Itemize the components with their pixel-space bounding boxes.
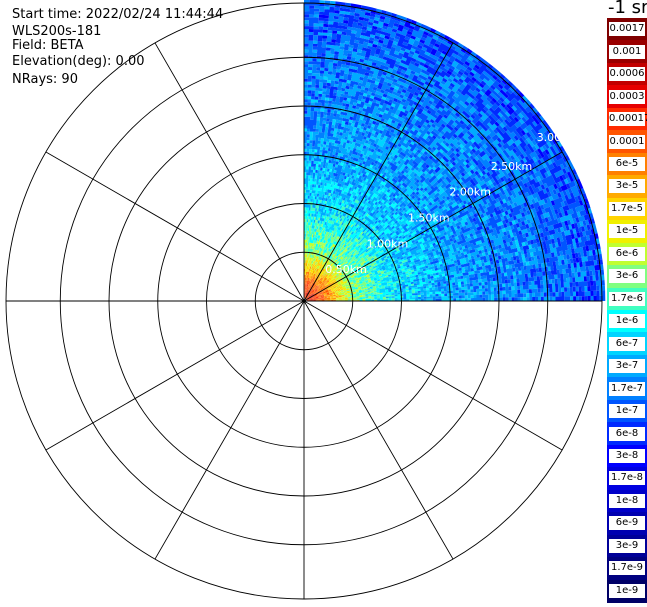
instrument-label: WLS200s-181 [12,24,102,39]
beta-cells [304,254,351,301]
range-ring-label: 1.50km [408,212,450,225]
colorbar-tick-label: 1e-5 [609,224,645,239]
colorbar-tick-label: 1.7e-8 [609,471,645,486]
azimuth-spoke [303,300,454,560]
elevation-label: Elevation(deg): 0.00 [12,54,145,69]
colorbar-title: -1 sr [608,0,647,18]
colorbar-tick-label: 6e-9 [609,516,645,531]
beta-cells [304,266,339,301]
beta-cells [304,277,328,301]
colorbar-tick-label: 3e-7 [609,359,645,374]
beta-cells [304,245,360,301]
colorbar-tick-label: 6e-8 [609,426,645,441]
colorbar-tick-label: 0.0017 [609,22,645,37]
colorbar-tick-label: 0.0006 [609,67,645,82]
nrays-label: NRays: 90 [12,72,78,87]
colorbar-tick-label: 1e-8 [609,493,645,508]
colorbar: 0.0017 0.001 0.0006 0.0003 0.00017 0.0001 6e-5… [607,18,647,603]
start-time-label: Start time: 2022/02/24 11:44:44 [12,7,224,22]
colorbar-tick-label: 0.00017 [609,112,647,127]
beta-cells [304,0,605,301]
colorbar-tick-label: 1.7e-7 [609,381,645,396]
range-ring-label: 0.50km [325,263,367,276]
range-ring-label: 2.00km [449,186,491,199]
beta-cells [304,149,462,301]
beta-cells [304,189,421,301]
colorbar-tick-label: 0.0003 [609,89,645,104]
beta-cells [304,281,324,301]
azimuth-spoke [303,300,563,451]
colorbar-tick-label: 3e-9 [609,538,645,553]
colorbar-tick-label: 1.7e-6 [609,291,645,306]
polar-grid-layer [5,2,603,600]
colorbar-tick-label: 1.7e-5 [609,201,645,216]
azimuth-spoke [154,300,305,560]
colorbar-tick-label: 1e-6 [609,314,645,329]
colorbar-tick-label: 6e-5 [609,157,645,171]
field-label: Field: BETA [12,38,84,53]
colorbar-tick-label: 6e-7 [609,336,645,351]
range-ring-label: 1.00km [367,237,409,250]
azimuth-spoke [303,151,563,302]
range-ring-label: 3.00km [537,131,579,144]
colorbar-tick-label: 3e-6 [609,269,645,284]
azimuth-spoke [303,42,454,302]
beta-cells [304,0,606,301]
colorbar-tick-label: 0.0001 [609,134,645,149]
beta-cells [304,271,334,301]
beta-cells [304,0,606,301]
azimuth-spoke [154,42,305,302]
beta-cells [304,260,345,301]
beta-cells [304,216,389,301]
beta-cells [304,1,603,302]
colorbar-tick-label: 1.7e-9 [609,561,645,576]
colorbar-tick-label: 6e-6 [609,246,645,261]
colorbar-tick-label: 1e-9 [609,583,645,598]
colorbar-tick-label: 0.001 [609,44,645,59]
colorbar-tick-label: 3e-5 [609,179,645,194]
azimuth-spoke [45,300,305,451]
colorbar-tick-label: 1e-7 [609,404,645,419]
beta-cells [304,70,534,301]
range-ring-label: 2.50km [491,160,533,173]
azimuth-spoke [45,151,305,302]
data-cells-layer [304,0,606,302]
colorbar-tick-label: 3e-8 [609,449,645,463]
